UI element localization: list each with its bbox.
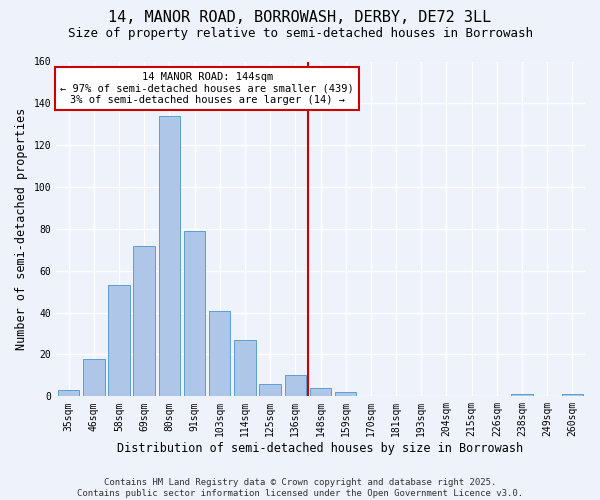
Bar [133,246,155,396]
Bar [58,390,79,396]
Bar [83,358,104,397]
Text: Contains HM Land Registry data © Crown copyright and database right 2025.
Contai: Contains HM Land Registry data © Crown c… [77,478,523,498]
Bar [511,394,533,396]
Bar [109,286,130,397]
Bar [158,116,180,396]
X-axis label: Distribution of semi-detached houses by size in Borrowash: Distribution of semi-detached houses by … [118,442,524,455]
Bar [310,388,331,396]
Bar [259,384,281,396]
Bar [234,340,256,396]
Text: Size of property relative to semi-detached houses in Borrowash: Size of property relative to semi-detach… [67,28,533,40]
Y-axis label: Number of semi-detached properties: Number of semi-detached properties [15,108,28,350]
Bar [335,392,356,396]
Text: 14, MANOR ROAD, BORROWASH, DERBY, DE72 3LL: 14, MANOR ROAD, BORROWASH, DERBY, DE72 3… [109,10,491,25]
Text: 14 MANOR ROAD: 144sqm
← 97% of semi-detached houses are smaller (439)
3% of semi: 14 MANOR ROAD: 144sqm ← 97% of semi-deta… [60,72,354,105]
Bar [562,394,583,396]
Bar [209,310,230,396]
Bar [184,231,205,396]
Bar [284,376,306,396]
